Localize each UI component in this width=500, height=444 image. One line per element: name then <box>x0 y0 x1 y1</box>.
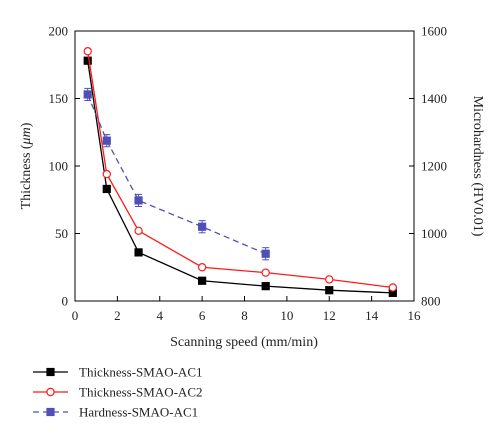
legend-marker <box>46 387 55 397</box>
y-tick-label: 150 <box>49 91 69 106</box>
data-point <box>325 286 334 295</box>
legend-item: Hardness-SMAO-AC1 <box>33 405 198 420</box>
data-point <box>261 282 270 291</box>
y2-tick-label: 1200 <box>421 159 447 174</box>
series-line <box>87 60 393 294</box>
data-point <box>325 275 334 284</box>
data-point <box>134 248 143 257</box>
legend-marker <box>46 407 55 417</box>
y2-tick-label: 1000 <box>421 226 447 241</box>
series-Thickness-SMAO-AC1 <box>83 56 397 297</box>
data-point <box>83 47 92 56</box>
y2-tick-label: 800 <box>421 294 441 309</box>
data-point <box>134 226 143 235</box>
x-axis-title: Scanning speed (mm/min) <box>170 335 318 350</box>
data-point <box>83 56 92 65</box>
data-point <box>83 90 92 99</box>
data-point <box>102 136 111 145</box>
y-tick-label: 100 <box>49 159 69 174</box>
y2-axis-title: Microhardness (HV0.01) <box>470 96 485 237</box>
series-Hardness-SMAO-AC1 <box>83 87 270 261</box>
x-tick-label: 6 <box>199 308 206 323</box>
y2-tick-label: 1400 <box>421 91 447 106</box>
legend: Thickness-SMAO-AC1 Thickness-SMAO-AC2 Hard… <box>33 365 203 420</box>
legend-item: Thickness-SMAO-AC2 <box>33 385 203 400</box>
series-line <box>87 51 393 289</box>
x-tick-label: 2 <box>114 308 121 323</box>
legend-label: Thickness-SMAO-AC2 <box>79 385 203 400</box>
x-tick-label: 4 <box>157 308 164 323</box>
series-Thickness-SMAO-AC2 <box>83 47 398 292</box>
legend-item: Thickness-SMAO-AC1 <box>33 365 203 380</box>
plot-frame <box>74 30 415 302</box>
data-point <box>198 276 207 285</box>
x-tick-label: 0 <box>72 308 79 323</box>
data-point <box>102 184 111 194</box>
data-point <box>261 249 270 258</box>
y2-tick-label: 1600 <box>421 24 447 39</box>
series-layer <box>83 47 398 297</box>
y-tick-label: 50 <box>55 226 68 241</box>
x-tick-label: 14 <box>365 308 379 323</box>
series-line <box>87 94 266 255</box>
legend-marker <box>46 367 55 377</box>
x-tick-label: 12 <box>323 308 336 323</box>
data-point <box>134 196 143 205</box>
legend-label: Hardness-SMAO-AC1 <box>79 405 198 420</box>
ticks-layer: 0 2 4 6 8 10 12 14 16 0 50 100 150 200 800 1000 1200 1400… <box>49 24 448 324</box>
x-tick-label: 8 <box>241 308 248 323</box>
x-tick-label: 16 <box>408 308 422 323</box>
data-point <box>198 222 207 231</box>
y-axis-title: Thickness (μm) <box>19 122 34 209</box>
data-point <box>197 263 207 272</box>
x-tick-label: 10 <box>280 308 293 323</box>
legend-label: Thickness-SMAO-AC1 <box>79 365 203 380</box>
data-point <box>102 169 111 179</box>
y-tick-label: 200 <box>49 24 69 39</box>
data-point <box>388 283 398 292</box>
y-tick-label: 0 <box>62 294 69 309</box>
data-point <box>261 268 270 277</box>
